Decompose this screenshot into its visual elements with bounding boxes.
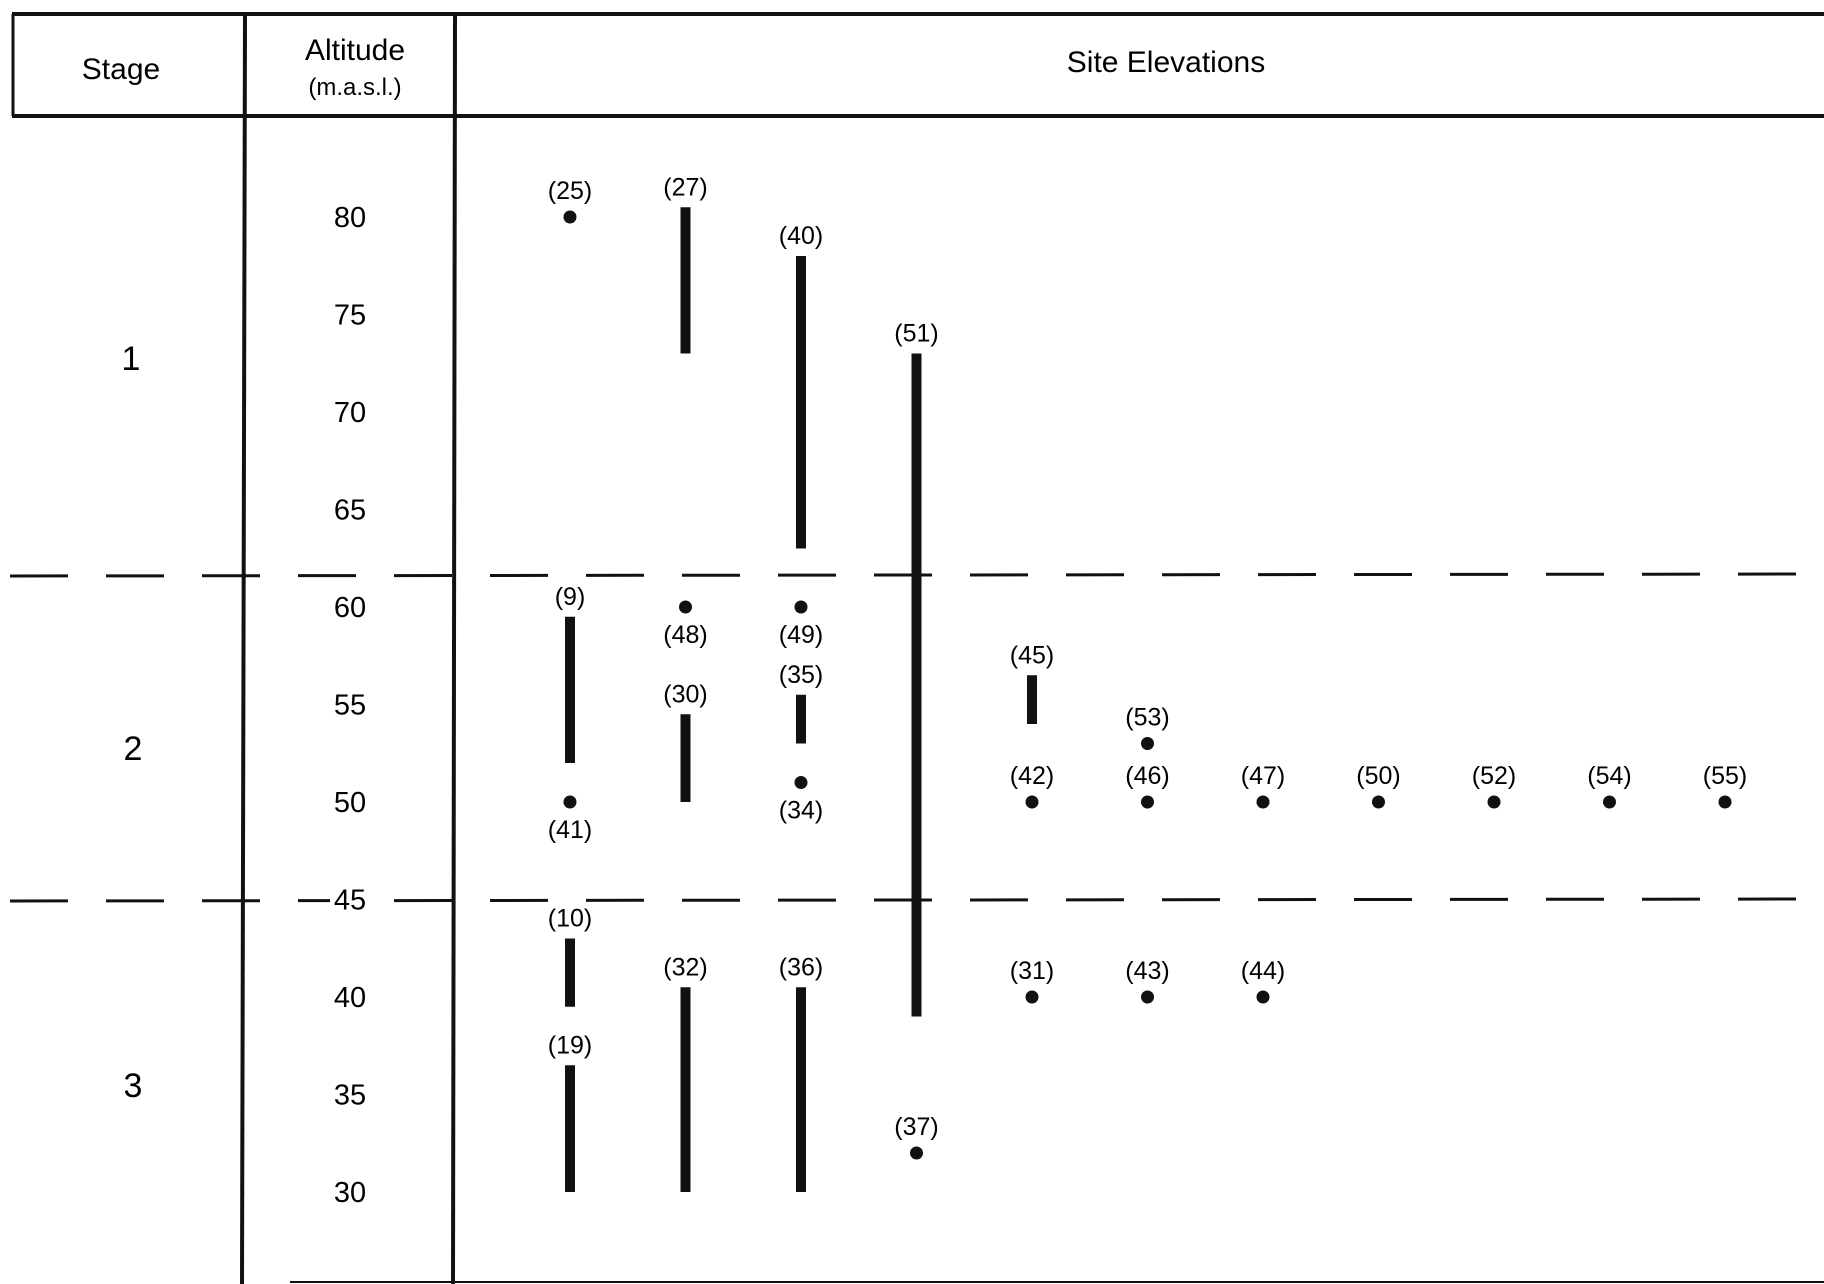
site-label-19: (19) bbox=[548, 1031, 592, 1059]
site-point-49 bbox=[794, 600, 808, 614]
site-point-50 bbox=[1372, 795, 1385, 809]
site-point-47 bbox=[1256, 795, 1270, 809]
site-label-36: (36) bbox=[779, 953, 823, 981]
site-label-44: (44) bbox=[1241, 957, 1285, 985]
site-point-52 bbox=[1487, 795, 1501, 809]
site-point-54 bbox=[1603, 795, 1616, 809]
site-point-25 bbox=[563, 210, 577, 224]
site-range-35 bbox=[796, 694, 806, 744]
altitude-tick-75: 75 bbox=[334, 300, 366, 332]
site-label-34: (34) bbox=[779, 797, 823, 825]
site-label-54: (54) bbox=[1587, 762, 1631, 790]
altitude-unit: (m.a.s.l.) bbox=[308, 74, 401, 101]
site-range-32 bbox=[680, 987, 691, 1192]
site-range-45 bbox=[1027, 675, 1037, 724]
site-label-41: (41) bbox=[548, 816, 592, 844]
site-label-53: (53) bbox=[1125, 704, 1169, 732]
site-label-52: (52) bbox=[1472, 762, 1516, 790]
site-label-31: (31) bbox=[1010, 957, 1054, 985]
site-label-30: (30) bbox=[663, 680, 707, 708]
site-labels: (25) (27) (40) (51) (9) (41) (48) (30) (49) (35) (… bbox=[548, 173, 1747, 1141]
site-point-43 bbox=[1141, 990, 1154, 1004]
site-label-46: (46) bbox=[1125, 762, 1169, 790]
site-range-30 bbox=[680, 714, 691, 802]
site-label-37: (37) bbox=[894, 1113, 938, 1141]
altitude-tick-60: 60 bbox=[334, 592, 366, 624]
site-label-48: (48) bbox=[663, 621, 707, 649]
tick-mask-45 bbox=[330, 879, 384, 920]
site-range-51 bbox=[911, 353, 922, 1017]
site-point-48 bbox=[679, 600, 692, 614]
site-label-55: (55) bbox=[1703, 762, 1747, 790]
altitude-ticks: 80 75 70 65 60 55 50 45 40 35 30 bbox=[330, 202, 384, 1209]
site-label-50: (50) bbox=[1356, 762, 1400, 790]
site-label-49: (49) bbox=[779, 621, 823, 649]
site-label-51: (51) bbox=[894, 320, 938, 348]
altitude-tick-55: 55 bbox=[334, 690, 366, 722]
site-point-44 bbox=[1256, 990, 1270, 1004]
table-frame bbox=[11, 12, 1824, 1284]
stage-header: Stage bbox=[82, 53, 160, 86]
altitude-tick-65: 65 bbox=[334, 495, 366, 527]
site-label-35: (35) bbox=[779, 661, 823, 689]
site-range-36 bbox=[796, 987, 806, 1192]
site-point-41 bbox=[563, 795, 577, 809]
site-label-47: (47) bbox=[1241, 762, 1285, 790]
site-label-42: (42) bbox=[1010, 762, 1054, 790]
site-label-43: (43) bbox=[1125, 957, 1169, 985]
site-range-10 bbox=[565, 938, 575, 1007]
altitude-tick-30: 30 bbox=[334, 1177, 366, 1209]
site-label-27: (27) bbox=[663, 173, 707, 201]
header: Stage Altitude (m.a.s.l.) Site Elevation… bbox=[82, 34, 1265, 101]
site-elevations-header: Site Elevations bbox=[1067, 46, 1265, 79]
site-point-42 bbox=[1025, 795, 1039, 809]
altitude-tick-50: 50 bbox=[334, 787, 366, 819]
site-range-9 bbox=[565, 616, 575, 763]
site-label-9: (9) bbox=[555, 583, 586, 611]
site-label-32: (32) bbox=[663, 953, 707, 981]
stage-column-divider bbox=[240, 13, 247, 1284]
site-point-46 bbox=[1141, 795, 1154, 809]
site-point-53 bbox=[1141, 737, 1154, 750]
site-range-27 bbox=[680, 207, 691, 354]
altitude-tick-35: 35 bbox=[334, 1080, 366, 1112]
altitude-tick-45: 45 bbox=[334, 885, 366, 917]
site-marks bbox=[563, 207, 1732, 1192]
site-point-31 bbox=[1025, 990, 1039, 1004]
stage-labels: 1 2 3 bbox=[122, 340, 143, 1105]
stage-label-3: 3 bbox=[124, 1067, 143, 1105]
altitude-tick-70: 70 bbox=[334, 397, 366, 429]
altitude-header: Altitude bbox=[305, 34, 405, 67]
altitude-tick-40: 40 bbox=[334, 982, 366, 1014]
site-range-40 bbox=[796, 256, 806, 549]
site-point-34 bbox=[794, 776, 808, 789]
stage-label-1: 1 bbox=[122, 340, 141, 378]
altitude-column-divider bbox=[451, 13, 457, 1284]
site-label-40: (40) bbox=[779, 222, 823, 250]
stage-label-2: 2 bbox=[124, 730, 143, 768]
altitude-tick-80: 80 bbox=[334, 202, 366, 234]
site-label-25: (25) bbox=[548, 177, 592, 205]
site-point-37 bbox=[910, 1146, 923, 1160]
site-label-45: (45) bbox=[1010, 641, 1054, 669]
site-range-19 bbox=[565, 1065, 575, 1192]
site-point-55 bbox=[1718, 795, 1732, 809]
site-label-10: (10) bbox=[548, 905, 592, 933]
